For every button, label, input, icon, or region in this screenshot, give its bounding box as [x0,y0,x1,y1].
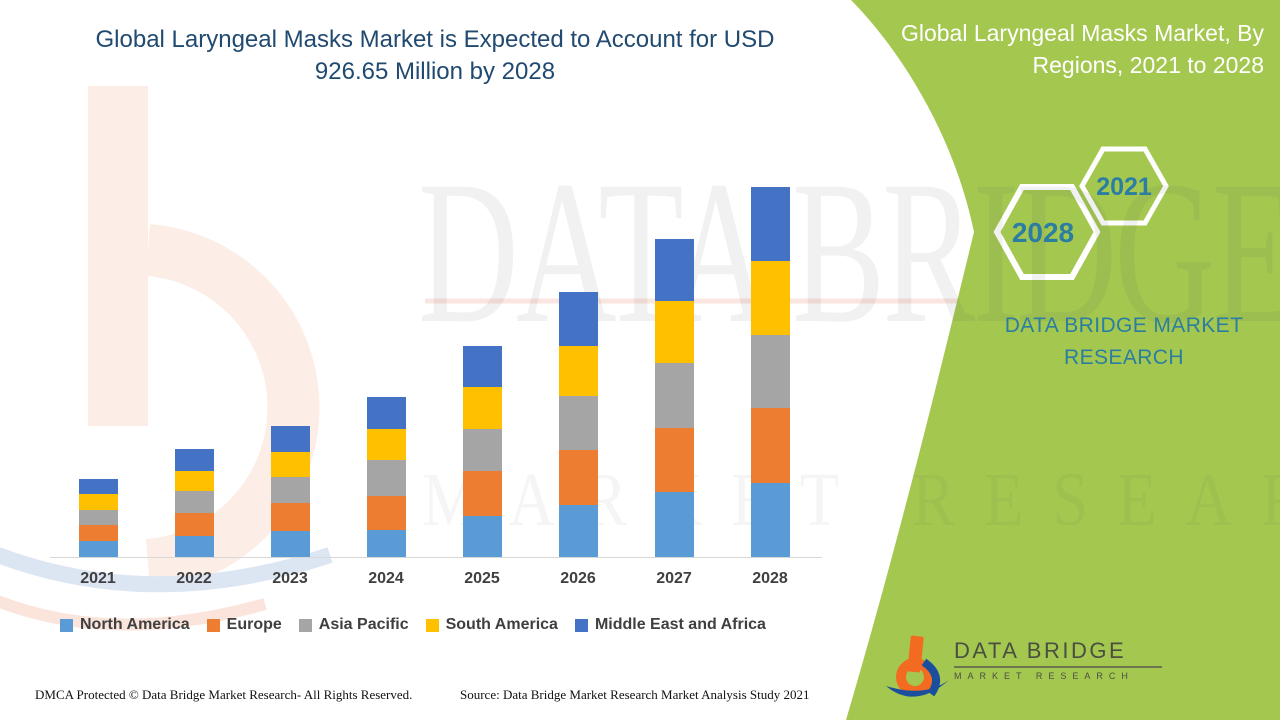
bar-2021 [79,479,118,557]
bar-segment-europe [655,427,694,493]
bar-segment-middle-east-and-africa [463,345,502,388]
legend: North America Europe Asia Pacific South Ame… [60,616,766,634]
footer-source-text: Source: Data Bridge Market Research Mark… [460,687,810,702]
bar-segment-south-america [271,451,310,478]
bar-segment-middle-east-and-africa [79,479,118,494]
bar-segment-europe [751,408,790,484]
bar-segment-north-america [463,515,502,557]
bar-segment-europe [367,495,406,530]
bar-segment-south-america [367,429,406,461]
bar-segment-asia-pacific [655,362,694,428]
bar-segment-asia-pacific [367,460,406,496]
bar-segment-south-america [751,261,790,335]
legend-item-europe: Europe [206,616,282,634]
page-title: Global Laryngeal Masks Market is Expecte… [95,26,775,85]
bar-segment-middle-east-and-africa [271,425,310,452]
bar-segment-north-america [79,541,118,557]
x-axis-label: 2024 [368,570,404,587]
legend-item-asia-pacific: Asia Pacific [298,616,409,634]
hexagon-2028-shape [993,184,1101,280]
green-panel-shape [846,0,1280,720]
hexagon-2021-label: 2021 [1096,173,1152,201]
bar-segment-south-america [655,301,694,363]
bar-2023 [271,425,310,557]
x-axis-label: 2028 [752,570,788,587]
logo-subname-text: MARKET RESEARCH [954,671,1134,681]
bar-segment-south-america [559,345,598,396]
company-logo: DATA BRIDGE MARKET RESEARCH [882,630,1212,710]
bar-segment-middle-east-and-africa [367,397,406,430]
bar-segment-asia-pacific [559,395,598,451]
bar-2026 [559,292,598,557]
legend-swatch [425,618,439,632]
bar-segment-north-america [175,536,214,557]
x-axis-label: 2023 [272,570,308,587]
footer-dmca-text: DMCA Protected © Data Bridge Market Rese… [35,687,413,702]
bar-2028 [751,186,790,557]
bar-segment-europe [79,524,118,541]
legend-item-north-america: North America [60,616,190,634]
bar-segment-europe [271,503,310,532]
bar-segment-south-america [175,471,214,491]
bar-segment-europe [463,470,502,516]
bar-segment-middle-east-and-africa [655,239,694,302]
bar-segment-europe [559,450,598,506]
plot-area [50,186,822,558]
bar-segment-middle-east-and-africa [175,449,214,472]
legend-label: Asia Pacific [318,616,409,633]
x-axis-label: 2025 [464,570,500,587]
legend-label: Europe [226,616,282,633]
bar-2025 [463,345,502,557]
bar-segment-south-america [79,493,118,510]
legend-item-south-america: South America [425,616,558,634]
bar-segment-north-america [271,531,310,557]
legend-label: South America [445,616,558,633]
x-axis-label: 2026 [560,570,596,587]
bar-segment-north-america [559,505,598,557]
legend-swatch [206,618,220,632]
bar-segment-middle-east-and-africa [559,292,598,346]
bar-segment-middle-east-and-africa [751,186,790,262]
company-logo-icon [886,635,949,697]
watermark-peach-swoosh [0,595,267,631]
x-axis-label: 2022 [176,570,212,587]
x-axis-label: 2021 [80,570,116,587]
bar-segment-asia-pacific [463,428,502,471]
legend-label: North America [80,616,190,633]
bar-segment-asia-pacific [79,509,118,525]
hexagon-2028-label: 2028 [1011,217,1075,248]
legend-item-middle-east-and-africa: Middle East and Africa [574,616,766,634]
logo-name-text: DATA BRIDGE [954,638,1127,663]
bar-segment-asia-pacific [271,477,310,504]
x-axis-label: 2027 [656,570,692,587]
bar-segment-europe [175,513,214,537]
legend-label: Middle East and Africa [594,616,766,633]
bar-segment-north-america [751,483,790,557]
watermark-blue-swoosh [0,547,333,593]
hexagon-2021-shape [1079,146,1169,226]
legend-swatch [60,618,73,632]
bar-segment-asia-pacific [751,334,790,409]
side-panel-title: Global Laryngeal Masks Market, By Region… [900,20,1264,78]
x-axis-labels: 2021 2022 2023 2024 2025 2026 2027 2028 [50,570,822,592]
bar-segment-north-america [367,529,406,557]
bar-segment-north-america [655,492,694,557]
bar-2024 [367,397,406,557]
bar-2022 [175,449,214,557]
logo-divider [954,666,1162,668]
brand-text: DATA BRIDGE MARKET RESEARCH [1004,314,1244,369]
bar-segment-south-america [463,387,502,429]
bar-segment-asia-pacific [175,490,214,514]
legend-swatch [298,618,312,632]
bar-2027 [655,239,694,557]
watermark-b-bowl [145,224,320,591]
legend-swatch [574,618,588,632]
watermark-b-stem [88,86,148,426]
